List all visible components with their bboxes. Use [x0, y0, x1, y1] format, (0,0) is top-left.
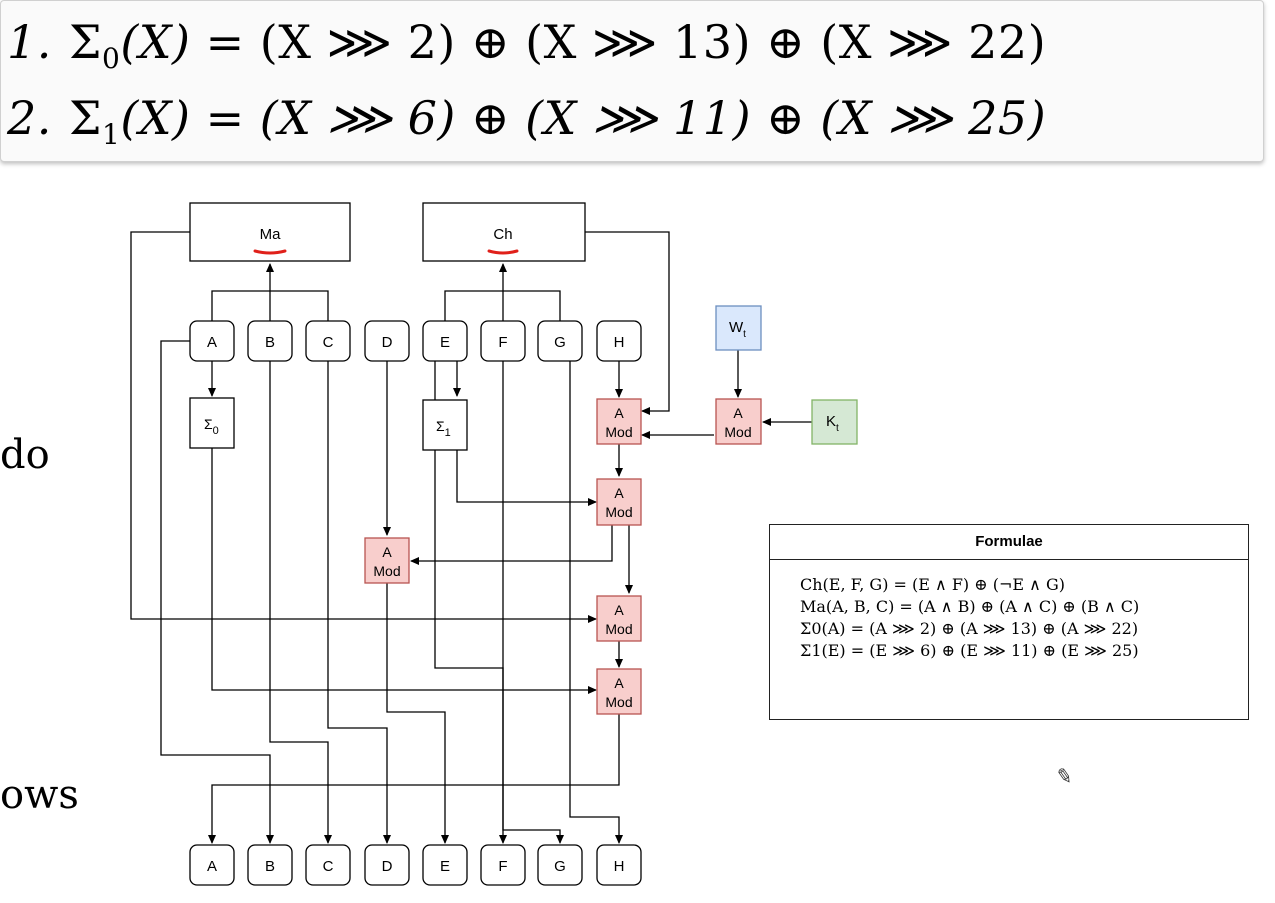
svg-text:C: C [323, 334, 334, 351]
svg-text:A: A [382, 544, 392, 560]
svg-text:C: C [323, 858, 334, 875]
formula-sigma1: Σ1(E) = (E ⋙ 6) ⊕ (E ⋙ 11) ⊕ (E ⋙ 25) [800, 641, 1139, 660]
register-e-top: E [422, 320, 468, 362]
bottom-registers: A B C D E F G H [189, 844, 642, 886]
connection-lines [130, 231, 812, 844]
svg-text:G: G [554, 334, 566, 351]
register-c-bottom: C [305, 844, 351, 886]
equals-sign: = [190, 91, 260, 145]
amod-d: A Mod [364, 537, 410, 584]
register-b-bottom: B [247, 844, 293, 886]
svg-text:Mod: Mod [605, 504, 632, 520]
formula-sigma0: Σ0(A) = (A ⋙ 2) ⊕ (A ⋙ 13) ⊕ (A ⋙ 22) [800, 619, 1139, 638]
svg-text:Σ1: Σ1 [436, 418, 451, 439]
svg-text:Mod: Mod [724, 424, 751, 440]
ma-label: Ma [260, 226, 281, 243]
register-f-bottom: F [480, 844, 526, 886]
amod-boxes: A Mod A Mod A Mod A Mod A Mod A Mod [364, 398, 762, 715]
amod-wk: A Mod [715, 398, 762, 445]
svg-text:A: A [614, 602, 624, 618]
register-c-top: C [305, 320, 351, 362]
svg-text:Mod: Mod [605, 424, 632, 440]
svg-text:B: B [265, 334, 275, 351]
equation-sigma0: 1. Σ0(X) = (X ⋙ 2) ⊕ (X ⋙ 13) ⊕ (X ⋙ 22) [7, 19, 1046, 73]
register-g-top: G [537, 320, 583, 362]
equation-number: 1. [7, 15, 52, 69]
formulae-title: Formulae [770, 525, 1248, 560]
svg-text:H: H [614, 858, 625, 875]
svg-text:A: A [733, 405, 743, 421]
svg-text:A: A [207, 334, 217, 351]
register-f-top: F [480, 320, 526, 362]
ch-box: Ch [422, 202, 586, 262]
sigma-symbol: Σ [69, 91, 103, 145]
equation-argument: (X) [120, 91, 191, 145]
ma-underline [253, 249, 287, 255]
side-text-do: do [0, 432, 50, 478]
equation-number: 2. [7, 91, 52, 145]
amod-ma: A Mod [596, 595, 642, 642]
register-h-top: H [596, 320, 642, 362]
svg-text:E: E [440, 858, 450, 875]
equation-argument: (X) [120, 15, 191, 69]
ch-label: Ch [493, 226, 512, 243]
svg-text:G: G [554, 858, 566, 875]
register-h-bottom: H [596, 844, 642, 886]
formulae-list: Ch(E, F, G) = (E ∧ F) ⊕ (¬E ∧ G) Ma(A, B… [770, 560, 1248, 662]
svg-text:H: H [614, 334, 625, 351]
amod-h: A Mod [596, 398, 642, 445]
formula-ma: Ma(A, B, C) = (A ∧ B) ⊕ (A ∧ C) ⊕ (B ∧ C… [800, 597, 1140, 616]
register-b-top: B [247, 320, 293, 362]
svg-text:A: A [614, 405, 624, 421]
sigma-symbol: Σ [69, 15, 103, 69]
svg-text:A: A [207, 858, 217, 875]
formula-ch: Ch(E, F, G) = (E ∧ F) ⊕ (¬E ∧ G) [800, 575, 1065, 594]
equation-rhs: (X ⋙ 6) ⊕ (X ⋙ 11) ⊕ (X ⋙ 25) [259, 91, 1047, 145]
svg-text:Σ0: Σ0 [204, 416, 219, 437]
svg-text:Mod: Mod [373, 563, 400, 579]
svg-text:F: F [498, 334, 507, 351]
svg-text:Kt: Kt [826, 413, 839, 434]
sigma-subscript: 1 [102, 118, 121, 151]
svg-text:E: E [440, 334, 450, 351]
register-d-bottom: D [364, 844, 410, 886]
sigma-subscript: 0 [102, 42, 121, 75]
ma-box: Ma [189, 202, 351, 262]
svg-text:A: A [614, 485, 624, 501]
equals-sign: = [190, 15, 260, 69]
register-a-top: A [189, 320, 235, 362]
svg-text:D: D [382, 334, 393, 351]
equation-rhs: (X ⋙ 2) ⊕ (X ⋙ 13) ⊕ (X ⋙ 22) [259, 15, 1047, 69]
register-e-bottom: E [422, 844, 468, 886]
svg-text:A: A [614, 675, 624, 691]
equation-sigma1: 2. Σ1(X) = (X ⋙ 6) ⊕ (X ⋙ 11) ⊕ (X ⋙ 25) [7, 95, 1046, 149]
sigma0-box: Σ0 [189, 397, 235, 449]
register-d-top: D [364, 320, 410, 362]
wt-box: Wt [715, 305, 762, 351]
top-registers: A B C D E F G H [189, 320, 642, 362]
svg-text:D: D [382, 858, 393, 875]
amod-sigma1: A Mod [596, 478, 642, 526]
svg-text:Mod: Mod [605, 621, 632, 637]
kt-box: Kt [811, 399, 858, 445]
register-g-bottom: G [537, 844, 583, 886]
amod-sigma0: A Mod [596, 668, 642, 715]
ch-underline [487, 249, 519, 255]
svg-text:B: B [265, 858, 275, 875]
formulae-box: Formulae Ch(E, F, G) = (E ∧ F) ⊕ (¬E ∧ G… [769, 524, 1249, 720]
register-a-bottom: A [189, 844, 235, 886]
sigma1-box: Σ1 [422, 399, 468, 451]
svg-text:Wt: Wt [729, 319, 746, 340]
equations-panel: 1. Σ0(X) = (X ⋙ 2) ⊕ (X ⋙ 13) ⊕ (X ⋙ 22) … [0, 0, 1264, 162]
svg-text:Mod: Mod [605, 694, 632, 710]
side-text-ows: ows [0, 772, 79, 818]
svg-text:F: F [498, 858, 507, 875]
